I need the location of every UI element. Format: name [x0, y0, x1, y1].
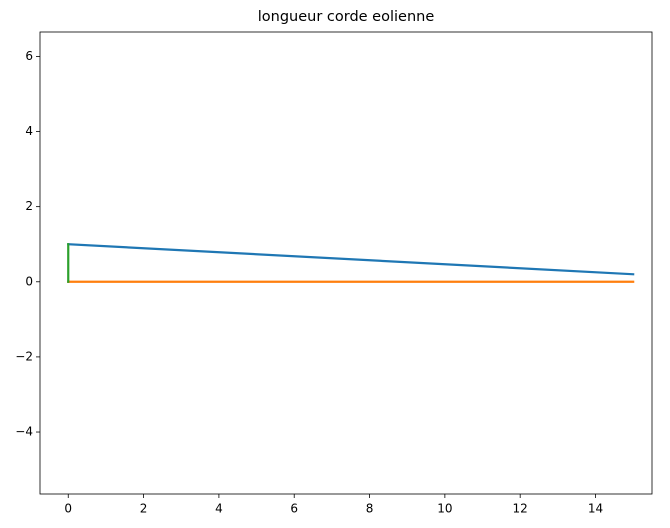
y-tick-label: 4 — [25, 124, 33, 138]
x-tick-label: 10 — [437, 502, 452, 516]
line — [67, 243, 635, 276]
y-tick-label: 0 — [25, 274, 33, 288]
x-tick-label: 2 — [140, 502, 148, 516]
y-tick-label: −2 — [15, 349, 33, 363]
x-tick-label: 0 — [64, 502, 72, 516]
plot-frame — [39, 31, 653, 495]
y-tick-label: 2 — [25, 199, 33, 213]
x-tick-label: 8 — [366, 502, 374, 516]
y-tick-label: 6 — [25, 49, 33, 63]
x-tick-label: 6 — [290, 502, 298, 516]
x-tick-label: 14 — [588, 502, 603, 516]
y-tick-label: −4 — [15, 425, 33, 439]
x-tick-label: 12 — [513, 502, 528, 516]
chart-title: longueur corde eolienne — [258, 9, 435, 25]
x-tick-label: 4 — [215, 502, 223, 516]
